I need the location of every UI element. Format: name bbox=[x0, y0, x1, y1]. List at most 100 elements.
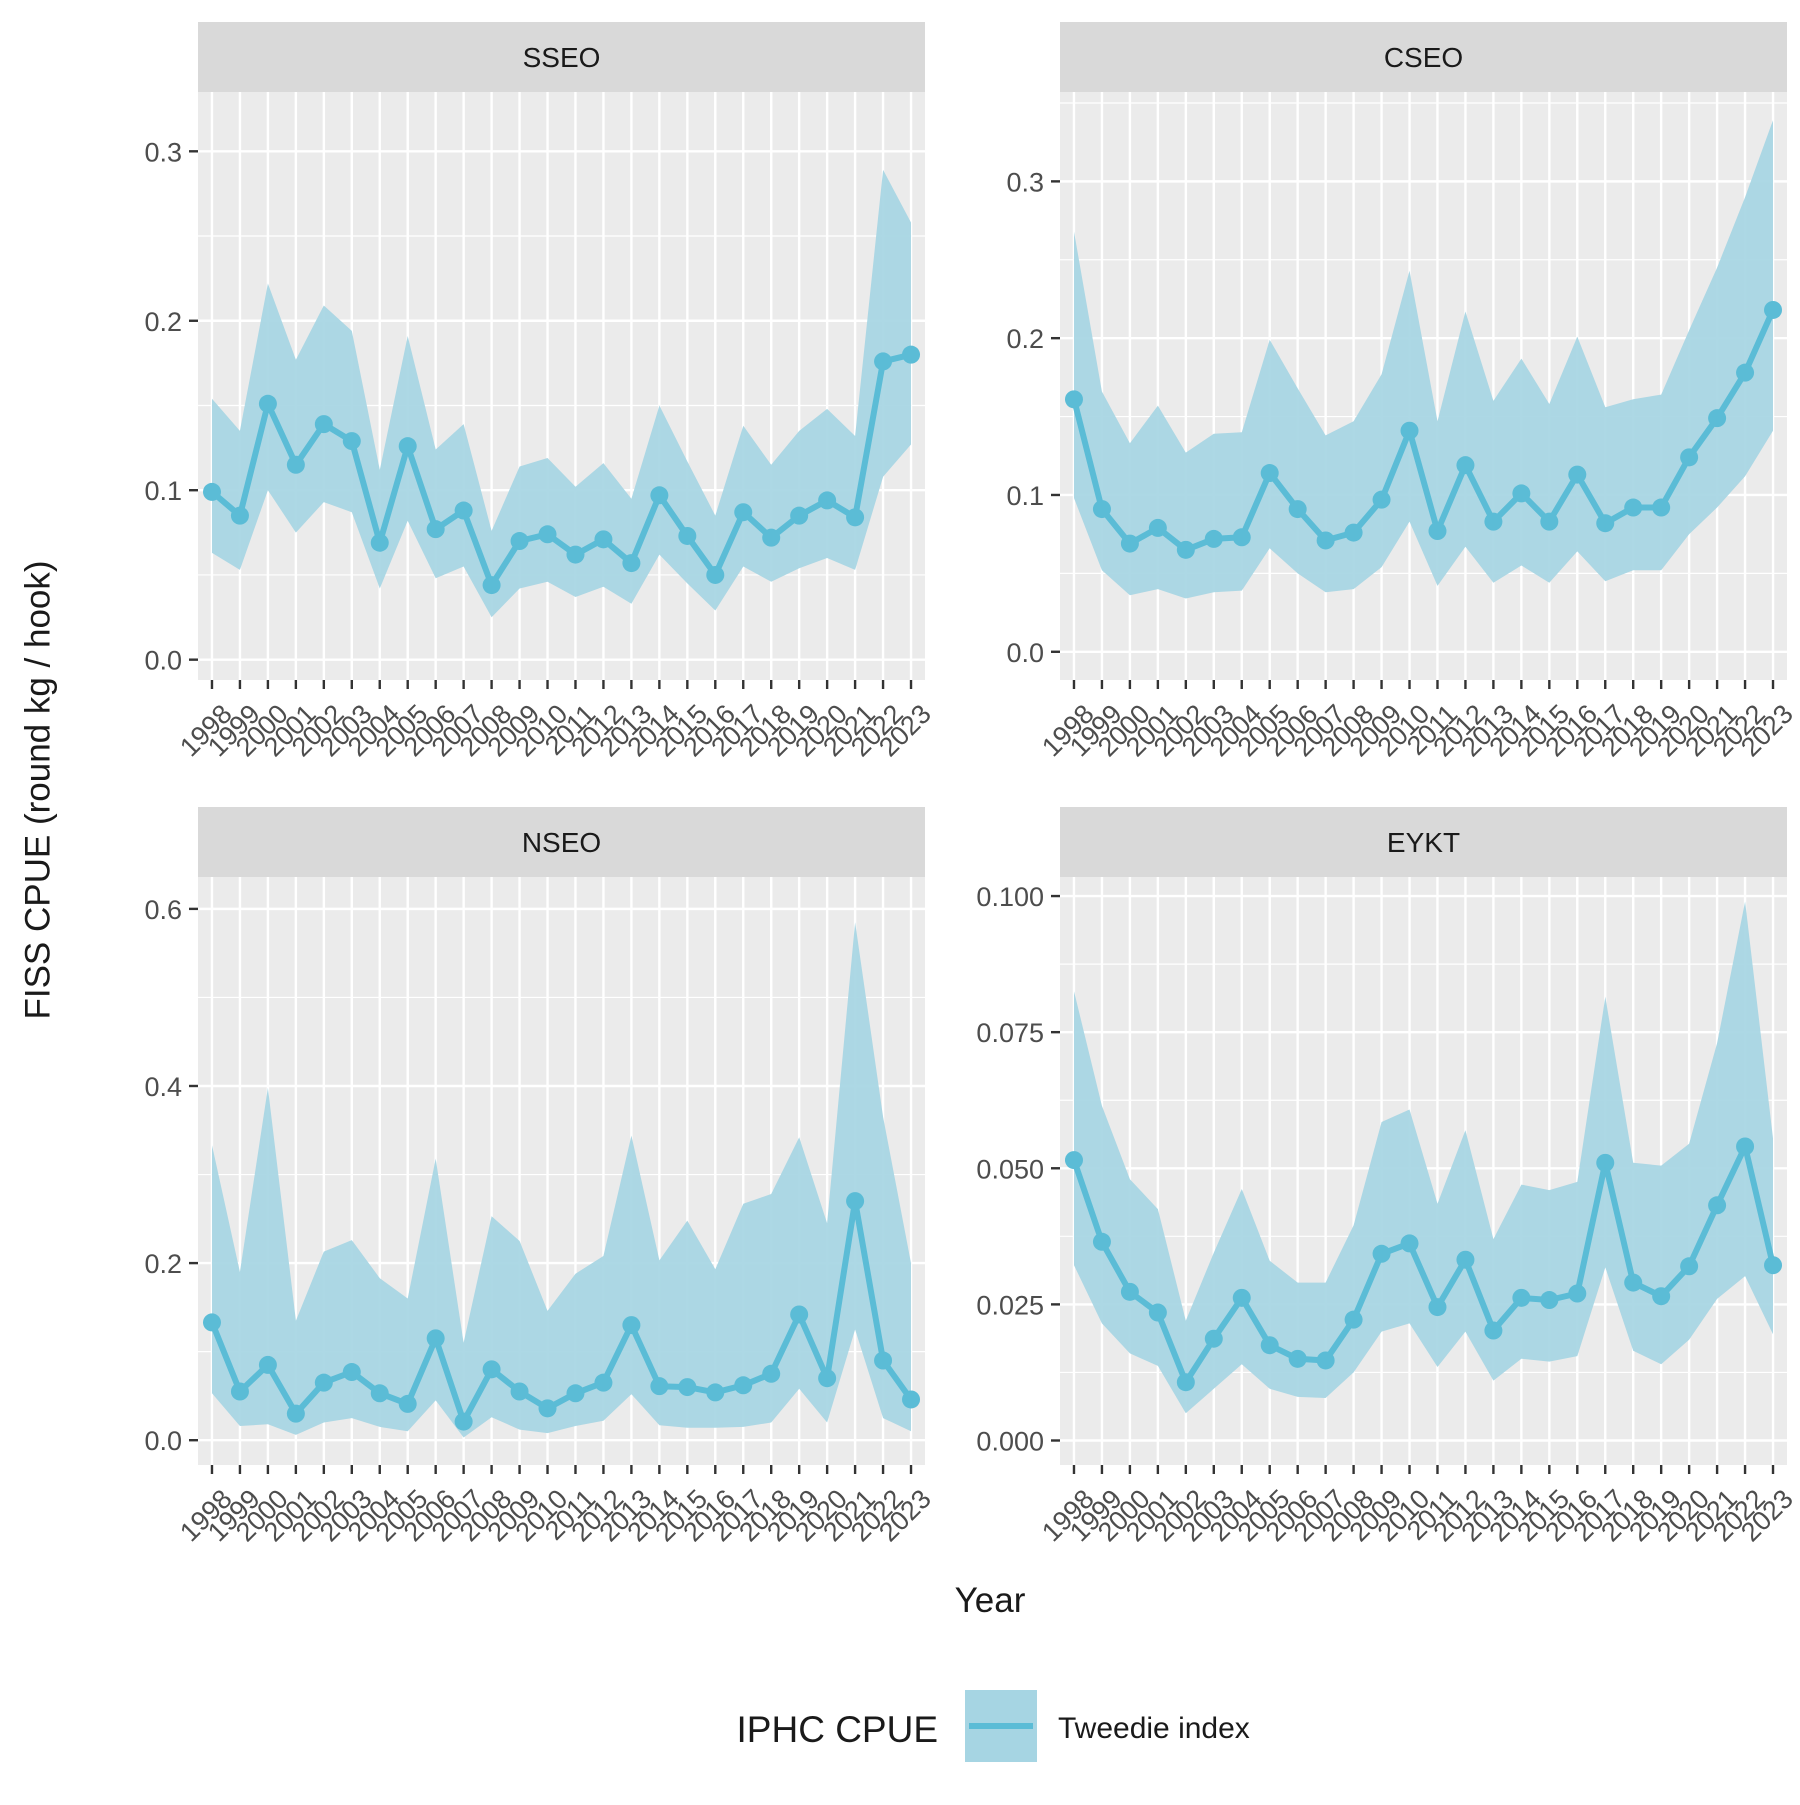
y-tick-label: 0.4 bbox=[144, 1072, 182, 1102]
data-point-2016 bbox=[1568, 465, 1587, 484]
data-point-2008 bbox=[1344, 523, 1363, 542]
data-point-2023 bbox=[1764, 1256, 1783, 1275]
data-point-2021 bbox=[846, 508, 865, 527]
data-point-2014 bbox=[650, 1377, 669, 1396]
y-tick-label: 0.1 bbox=[1006, 481, 1044, 511]
data-point-2007 bbox=[454, 1412, 473, 1431]
strip-label: SSEO bbox=[523, 42, 601, 73]
data-point-2016 bbox=[706, 565, 725, 584]
data-point-2022 bbox=[1736, 363, 1755, 382]
data-point-2011 bbox=[566, 545, 585, 564]
confidence-ribbon bbox=[212, 922, 911, 1438]
data-point-2005 bbox=[1260, 464, 1279, 483]
data-point-2001 bbox=[286, 455, 305, 474]
data-point-2013 bbox=[1484, 512, 1503, 531]
data-point-2021 bbox=[1708, 409, 1727, 428]
data-point-1998 bbox=[1064, 390, 1083, 409]
data-point-1999 bbox=[1092, 1232, 1111, 1251]
strip-label: EYKT bbox=[1387, 827, 1460, 858]
data-point-2018 bbox=[762, 1364, 781, 1383]
strip-cseo bbox=[1060, 22, 1787, 92]
data-point-2018 bbox=[1624, 498, 1643, 517]
data-point-2017 bbox=[1596, 514, 1615, 533]
data-point-2022 bbox=[874, 352, 893, 371]
data-point-2012 bbox=[1456, 1250, 1475, 1269]
data-point-2002 bbox=[1176, 540, 1195, 559]
data-point-2006 bbox=[426, 520, 445, 539]
data-point-2009 bbox=[510, 1382, 529, 1401]
data-point-2003 bbox=[342, 1363, 361, 1382]
y-tick-label: 0.1 bbox=[144, 476, 182, 506]
panel-sseo: SSEO0.00.10.20.3199819992000200120022003… bbox=[144, 22, 937, 762]
confidence-ribbon bbox=[1074, 901, 1773, 1414]
y-tick-label: 0.3 bbox=[144, 137, 182, 167]
data-point-2005 bbox=[1260, 1336, 1279, 1355]
data-point-1998 bbox=[1064, 1151, 1083, 1170]
data-point-2018 bbox=[1624, 1273, 1643, 1292]
data-point-2011 bbox=[566, 1384, 585, 1403]
data-point-2007 bbox=[1316, 1351, 1335, 1370]
strip-sseo bbox=[198, 22, 925, 92]
data-point-2002 bbox=[314, 415, 333, 434]
x-axis-title: Year bbox=[955, 1581, 1026, 1620]
data-point-2005 bbox=[398, 437, 417, 456]
data-point-2021 bbox=[1708, 1196, 1727, 1215]
data-point-2010 bbox=[1400, 421, 1419, 440]
legend: IPHC CPUE Tweedie index bbox=[737, 1690, 1250, 1762]
data-point-2011 bbox=[1428, 1298, 1447, 1317]
data-point-1999 bbox=[230, 1382, 249, 1401]
data-point-2008 bbox=[482, 1360, 501, 1379]
data-point-2002 bbox=[314, 1373, 333, 1392]
confidence-ribbon bbox=[212, 169, 911, 618]
panel-nseo: NSEO0.00.20.40.6199819992000200120022003… bbox=[144, 807, 937, 1547]
data-point-2008 bbox=[1344, 1310, 1363, 1329]
data-point-2022 bbox=[874, 1351, 893, 1370]
data-point-2019 bbox=[790, 1305, 809, 1324]
data-point-2019 bbox=[1652, 1287, 1671, 1306]
y-tick-label: 0.2 bbox=[144, 307, 182, 337]
y-tick-label: 0.050 bbox=[976, 1154, 1044, 1184]
data-point-2013 bbox=[622, 554, 641, 573]
panel-eykt: EYKT0.0000.0250.0500.0750.10019981999200… bbox=[976, 807, 1799, 1547]
data-point-2000 bbox=[258, 394, 277, 413]
y-tick-label: 0.100 bbox=[976, 882, 1044, 912]
data-point-2016 bbox=[706, 1383, 725, 1402]
data-point-2011 bbox=[1428, 522, 1447, 541]
strip-nseo bbox=[198, 807, 925, 877]
data-point-2017 bbox=[734, 1376, 753, 1395]
y-axis-title: FISS CPUE (round kg / hook) bbox=[18, 560, 57, 1019]
data-point-2001 bbox=[1148, 518, 1167, 537]
data-point-2020 bbox=[818, 491, 837, 510]
data-point-2023 bbox=[1764, 300, 1783, 319]
data-point-2022 bbox=[1736, 1137, 1755, 1156]
data-point-2001 bbox=[1148, 1303, 1167, 1322]
panel-cseo: CSEO0.00.10.20.3199819992000200120022003… bbox=[1006, 22, 1799, 762]
data-point-2010 bbox=[538, 525, 557, 544]
data-point-2014 bbox=[650, 486, 669, 505]
strip-label: CSEO bbox=[1384, 42, 1463, 73]
data-point-2004 bbox=[1232, 528, 1251, 547]
data-point-2003 bbox=[1204, 1329, 1223, 1348]
data-point-2023 bbox=[902, 1390, 921, 1409]
data-point-2015 bbox=[1540, 512, 1559, 531]
data-point-2009 bbox=[1372, 490, 1391, 509]
data-point-1999 bbox=[230, 506, 249, 525]
y-tick-label: 0.3 bbox=[1006, 167, 1044, 197]
data-point-2000 bbox=[258, 1355, 277, 1374]
data-point-2017 bbox=[1596, 1153, 1615, 1172]
y-tick-label: 0.0 bbox=[144, 1426, 182, 1456]
confidence-ribbon bbox=[1074, 120, 1773, 599]
data-point-2021 bbox=[846, 1192, 865, 1211]
data-point-2007 bbox=[454, 501, 473, 520]
panels-layer: SSEO0.00.10.20.3199819992000200120022003… bbox=[144, 22, 1799, 1547]
data-point-1999 bbox=[1092, 500, 1111, 519]
data-point-2009 bbox=[1372, 1244, 1391, 1263]
data-point-2018 bbox=[762, 528, 781, 547]
data-point-2003 bbox=[1204, 529, 1223, 548]
data-point-2014 bbox=[1512, 1288, 1531, 1307]
data-point-2000 bbox=[1120, 1282, 1139, 1301]
data-point-2007 bbox=[1316, 531, 1335, 550]
data-point-2009 bbox=[510, 532, 529, 551]
